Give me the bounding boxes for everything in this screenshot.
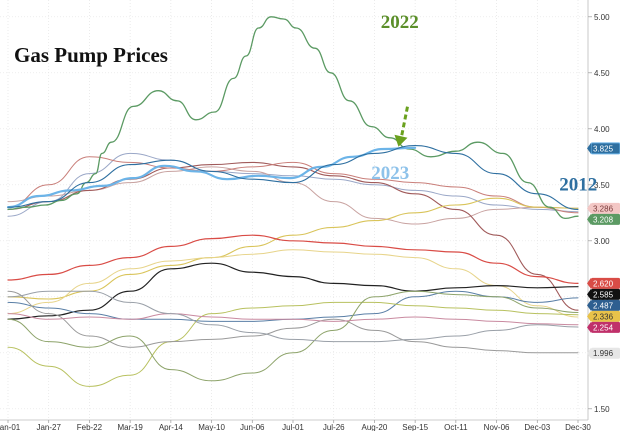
badge-pointer: [587, 321, 591, 333]
series-line: [7, 290, 579, 354]
x-tick-label: Aug-20: [362, 423, 388, 431]
highlight-arrow: [394, 106, 409, 147]
chart-title: Gas Pump Prices: [14, 43, 168, 67]
series-line: [7, 197, 579, 300]
badge-value: 2.585: [593, 290, 614, 299]
x-tick-label: Dec-30: [565, 423, 591, 431]
end-value-badge: 2.336: [587, 310, 620, 322]
x-tick-label: Oct-11: [444, 423, 468, 431]
badge-value: 3.286: [593, 204, 614, 213]
x-tick-label: Jun-06: [240, 423, 265, 431]
x-tick-label: Dec-03: [524, 423, 550, 431]
annotation-2022: 2022: [381, 12, 419, 33]
x-tick-label: Feb-22: [77, 423, 103, 431]
x-tick-label: Sep-15: [402, 423, 428, 431]
series-line: [7, 301, 579, 387]
end-value-badge: 2.585: [587, 288, 620, 300]
series-line-2022: [7, 16, 579, 220]
arrow-shaft: [400, 106, 409, 138]
badge-value: 2.487: [593, 301, 614, 310]
end-value-badges: 3.825 3.286 3.208 2.620 2.585 2.487 2.336 2.254…: [587, 142, 620, 359]
badge-pointer: [587, 310, 591, 322]
badge-box: [591, 299, 620, 311]
x-tick-label: May-10: [198, 423, 225, 431]
end-value-badge: 3.208: [587, 213, 620, 225]
x-tick-label: Apr-14: [159, 423, 184, 431]
badge-box: [591, 321, 620, 333]
badge-box: [591, 213, 620, 225]
series-line: [7, 152, 579, 217]
series-line: [7, 161, 579, 311]
badge-pointer: [587, 288, 591, 300]
series-annotations: 2022 2023 2012: [371, 12, 597, 195]
badge-value: 3.825: [593, 144, 614, 153]
badge-box: [591, 277, 620, 289]
badge-pointer: [587, 213, 591, 225]
y-tick-label: 3.50: [594, 181, 610, 190]
series-line: [7, 234, 579, 284]
arrow-head: [394, 134, 408, 147]
series-line: [7, 313, 579, 326]
end-value-badge: 3.286: [587, 202, 620, 214]
x-tick-label: Jan-01: [0, 423, 21, 431]
y-tick-label: 3.00: [594, 237, 610, 246]
badge-box: [591, 310, 620, 322]
series-line: [7, 156, 579, 214]
end-value-badge: 1.996: [587, 347, 620, 359]
y-tick-label: 1.50: [594, 405, 610, 414]
series-line: [7, 262, 579, 320]
y-tick-label: 5.00: [594, 13, 610, 22]
end-value-badge: 2.620: [587, 277, 620, 289]
badge-pointer: [587, 299, 591, 311]
badge-value: 1.996: [593, 349, 614, 358]
x-tick-label: Jul-01: [282, 423, 304, 431]
series-line: [7, 249, 579, 318]
badge-value: 2.620: [593, 279, 614, 288]
series-line: [7, 290, 579, 343]
badge-pointer: [587, 277, 591, 289]
badge-pointer: [587, 142, 591, 154]
series-lines: [6, 16, 579, 387]
gridlines: [0, 0, 588, 420]
badge-pointer: [587, 347, 591, 359]
series-line-2012: [7, 145, 579, 210]
x-tick-label: Mar-19: [117, 423, 143, 431]
badge-value: 2.336: [593, 312, 614, 321]
badge-box: [591, 202, 620, 214]
badge-box: [591, 347, 620, 359]
x-tick-label: Nov-06: [484, 423, 510, 431]
y-tick-label: 4.00: [594, 125, 610, 134]
badge-pointer: [587, 202, 591, 214]
x-axis-ticks: Jan-01 Jan-27 Feb-22 Mar-19 Apr-14 May-10 Jun-…: [0, 420, 591, 431]
badge-box: [591, 288, 620, 300]
end-value-badge: 2.254: [587, 321, 620, 333]
x-tick-label: Jan-27: [36, 423, 61, 431]
annotation-2012: 2012: [559, 174, 597, 195]
end-value-badge: 3.825: [587, 142, 620, 155]
x-tick-label: Jul-26: [323, 423, 345, 431]
series-line-2023: [6, 146, 417, 209]
badge-value: 3.208: [593, 215, 614, 224]
badge-value: 2.254: [593, 323, 614, 332]
end-value-badge: 2.487: [587, 299, 620, 311]
series-line: [7, 290, 579, 382]
y-tick-label: 4.50: [594, 69, 610, 78]
annotation-2023: 2023: [371, 163, 409, 184]
